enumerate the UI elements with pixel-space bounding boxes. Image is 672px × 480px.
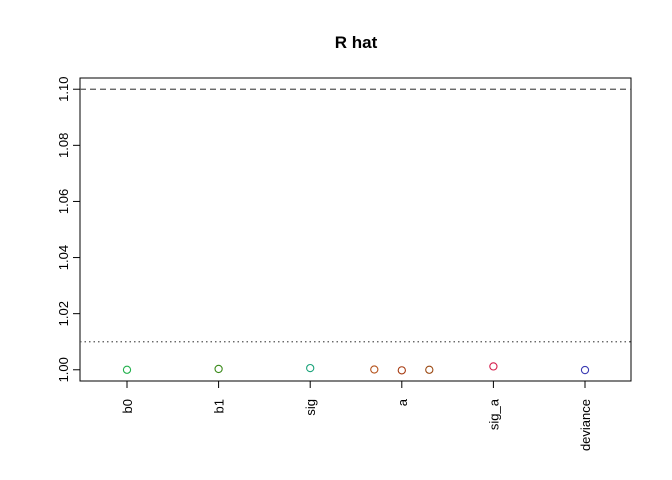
data-point <box>370 365 379 374</box>
data-point <box>425 365 434 374</box>
reference-lines <box>80 88 631 343</box>
data-points <box>122 362 590 375</box>
data-point <box>489 362 498 371</box>
x-tick-label: deviance <box>578 399 593 451</box>
x-tick-label: b1 <box>212 399 227 413</box>
chart-title: R hat <box>335 33 378 52</box>
y-tick-label: 1.04 <box>56 245 71 270</box>
x-axis: b0 b1 sig a sig_a deviance <box>120 381 593 451</box>
y-tick-label: 1.06 <box>56 189 71 214</box>
data-point <box>580 365 590 375</box>
data-point <box>397 366 406 375</box>
x-tick-label: sig <box>303 399 318 416</box>
x-tick-label: a <box>395 398 410 406</box>
data-point <box>122 365 132 374</box>
y-tick-label: 1.00 <box>56 357 71 382</box>
y-axis: 1.00 1.02 1.04 1.06 1.08 1.10 <box>56 77 80 382</box>
x-tick-label: sig_a <box>486 398 501 430</box>
data-point <box>306 363 315 373</box>
plot-frame <box>79 77 632 382</box>
data-point <box>214 364 223 374</box>
y-tick-label: 1.08 <box>56 133 71 158</box>
y-tick-label: 1.02 <box>56 301 71 326</box>
y-tick-label: 1.10 <box>56 77 71 102</box>
x-tick-label: b0 <box>120 399 135 413</box>
